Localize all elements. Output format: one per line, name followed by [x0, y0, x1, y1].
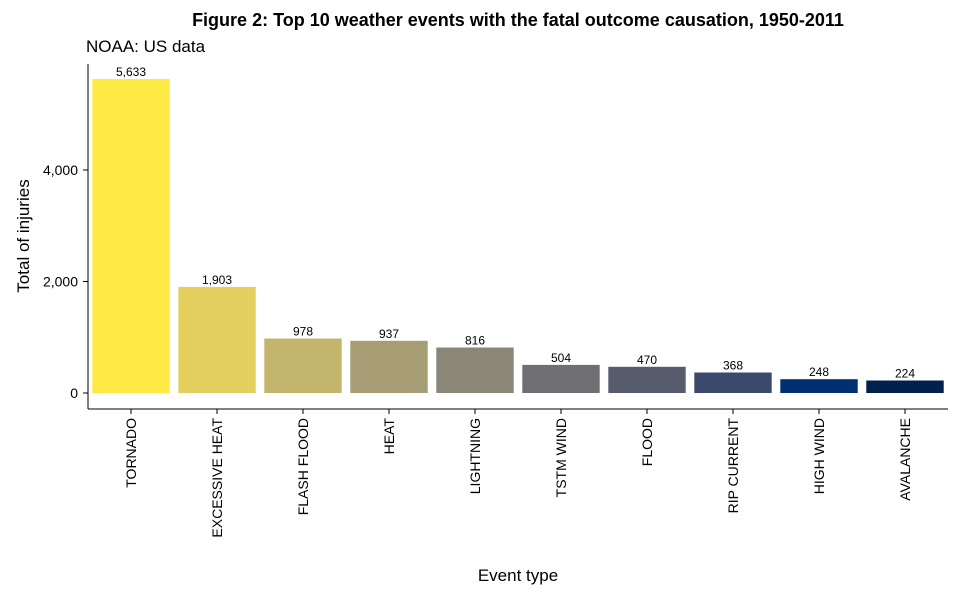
x-ticks-group: TORNADO EXCESSIVE HEAT FLASH FLOOD HEAT LIGH…: [123, 409, 913, 538]
value-label-rip-current: 368: [723, 359, 743, 373]
x-tick-label-tstm-wind: TSTM WIND: [553, 418, 569, 497]
chart-subtitle: NOAA: US data: [86, 37, 206, 56]
value-label-heat: 937: [379, 327, 399, 341]
value-label-flash-flood: 978: [293, 325, 313, 339]
x-tick-label-avalanche: AVALANCHE: [897, 418, 913, 501]
x-tick-label-flood: FLOOD: [639, 418, 655, 466]
bar-flash-flood: [264, 338, 342, 393]
y-tick-label-2000: 2,000: [43, 274, 78, 290]
y-ticks-group: 0 2,000 4,000: [43, 162, 88, 401]
bar-avalanche: [866, 380, 944, 393]
x-tick-label-excessive-heat: EXCESSIVE HEAT: [209, 418, 225, 538]
value-label-tstm-wind: 504: [551, 351, 571, 365]
x-tick-label-high-wind: HIGH WIND: [811, 418, 827, 494]
bar-flood: [608, 366, 686, 393]
x-tick-label-lightning: LIGHTNING: [467, 418, 483, 494]
bar-lightning: [436, 347, 514, 393]
bar-rip-current: [694, 372, 772, 393]
x-tick-label-rip-current: RIP CURRENT: [725, 418, 741, 514]
bars-group: [92, 79, 944, 393]
bar-high-wind: [780, 379, 858, 393]
bar-heat: [350, 340, 428, 393]
value-label-avalanche: 224: [895, 367, 915, 381]
value-label-flood: 470: [637, 353, 657, 367]
x-axis-title: Event type: [478, 566, 558, 585]
bar-tstm-wind: [522, 364, 600, 393]
y-axis-title: Total of injuries: [14, 179, 33, 292]
value-labels-group: 5,633 1,903 978 937 816 504 470 368 248 224: [116, 65, 915, 381]
value-label-excessive-heat: 1,903: [202, 273, 232, 287]
chart-title: Figure 2: Top 10 weather events with the…: [192, 10, 844, 30]
y-tick-label-4000: 4,000: [43, 162, 78, 178]
value-label-lightning: 816: [465, 334, 485, 348]
x-tick-label-flash-flood: FLASH FLOOD: [295, 418, 311, 515]
y-tick-label-0: 0: [70, 385, 78, 401]
x-tick-label-tornado: TORNADO: [123, 418, 139, 488]
bar-excessive-heat: [178, 286, 256, 393]
bar-tornado: [92, 79, 170, 393]
value-label-high-wind: 248: [809, 365, 829, 379]
value-label-tornado: 5,633: [116, 65, 146, 79]
x-tick-label-heat: HEAT: [381, 418, 397, 455]
